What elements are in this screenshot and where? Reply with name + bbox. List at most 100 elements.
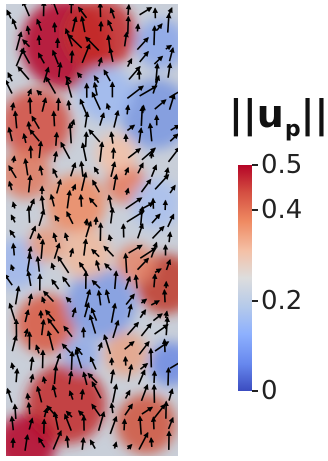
velocity-arrow: [17, 65, 30, 81]
velocity-arrow: [124, 275, 132, 290]
velocity-arrow: [71, 307, 77, 318]
velocity-arrow: [67, 122, 74, 144]
velocity-arrow: [109, 206, 115, 224]
velocity-arrow: [45, 76, 57, 94]
velocity-arrow: [27, 96, 33, 114]
velocity-arrow: [124, 187, 130, 195]
colorbar-tick-mark: [252, 390, 258, 392]
velocity-arrow: [112, 441, 118, 449]
velocity-arrow: [97, 56, 103, 67]
velocity-arrow: [29, 356, 35, 371]
velocity-arrow: [124, 403, 133, 416]
velocity-arrow: [78, 193, 84, 207]
velocity-arrow: [154, 99, 167, 110]
velocity-arrow: [96, 289, 103, 306]
velocity-arrow: [138, 431, 149, 450]
velocity-arrow: [110, 161, 117, 178]
velocity-arrow: [139, 105, 145, 126]
velocity-arrows: [6, 4, 178, 451]
velocity-arrow: [153, 55, 164, 65]
velocity-arrow: [26, 401, 32, 415]
velocity-arrow: [7, 71, 13, 82]
velocity-arrow: [136, 222, 144, 239]
velocity-arrow: [93, 75, 100, 84]
velocity-arrow: [7, 126, 13, 142]
velocity-arrow: [109, 415, 118, 435]
velocity-arrow: [41, 375, 48, 384]
velocity-arrow: [12, 110, 19, 129]
velocity-arrow: [136, 36, 149, 51]
velocity-arrow: [55, 178, 63, 194]
velocity-arrow: [76, 72, 83, 79]
velocity-arrow: [107, 234, 114, 242]
colorbar-tick-label: 0: [261, 376, 278, 406]
velocity-arrow: [9, 101, 16, 111]
velocity-arrow: [161, 288, 168, 303]
velocity-arrow: [88, 314, 97, 334]
velocity-arrow: [7, 180, 14, 191]
velocity-arrow: [31, 115, 40, 130]
velocity-arrow: [71, 16, 78, 32]
velocity-arrow: [126, 210, 145, 223]
magnitude-patch: [6, 89, 71, 159]
velocity-arrow: [24, 309, 30, 323]
velocity-arrow: [107, 194, 113, 209]
velocity-arrow: [140, 298, 148, 305]
velocity-arrow: [112, 319, 120, 339]
velocity-arrow: [26, 120, 32, 130]
velocity-arrow: [140, 383, 149, 402]
velocity-arrow: [41, 296, 47, 304]
velocity-arrow: [150, 241, 158, 258]
velocity-arrow: [26, 88, 32, 97]
velocity-arrow: [91, 403, 101, 417]
velocity-arrow: [36, 34, 42, 46]
velocity-arrow: [152, 74, 161, 94]
velocity-arrow: [51, 384, 57, 398]
velocity-arrow: [52, 430, 62, 450]
velocity-arrow: [12, 403, 18, 419]
velocity-arrow: [113, 109, 120, 128]
velocity-arrow: [167, 416, 174, 430]
velocity-arrow: [29, 225, 37, 240]
velocity-arrow: [65, 410, 73, 418]
velocity-arrow: [66, 189, 72, 209]
velocity-arrow: [83, 301, 91, 318]
velocity-arrow: [165, 366, 172, 386]
magnitude-patch: [96, 134, 136, 174]
velocity-arrow: [127, 148, 142, 159]
velocity-arrow: [36, 89, 43, 96]
velocity-arrow: [137, 369, 146, 385]
velocity-arrow: [124, 104, 131, 115]
velocity-arrow: [90, 307, 98, 321]
velocity-arrow: [25, 25, 32, 35]
velocity-arrow: [128, 65, 141, 81]
velocity-arrow: [22, 39, 31, 48]
magnitude-patch: [16, 294, 76, 354]
velocity-arrow: [68, 390, 74, 400]
velocity-arrow: [79, 15, 86, 33]
velocity-arrow: [22, 4, 31, 17]
velocity-arrow: [80, 437, 86, 450]
velocity-arrow: [8, 302, 16, 321]
velocity-arrow: [139, 205, 145, 226]
magnitude-patch: [46, 174, 106, 234]
velocity-arrow: [125, 293, 135, 306]
velocity-arrow: [51, 4, 59, 15]
velocity-arrow: [50, 262, 56, 270]
velocity-arrow: [26, 253, 33, 272]
velocity-arrow: [110, 147, 117, 159]
velocity-arrow: [26, 270, 32, 287]
velocity-arrow: [10, 242, 17, 256]
velocity-arrow: [91, 248, 100, 258]
velocity-arrow: [98, 141, 105, 162]
velocity-arrow: [82, 238, 89, 256]
velocity-arrow: [109, 7, 116, 19]
velocity-arrow: [154, 324, 169, 335]
velocity-arrow: [165, 44, 173, 51]
velocity-arrow: [151, 25, 158, 46]
velocity-arrow: [36, 232, 43, 241]
velocity-arrow: [154, 173, 170, 190]
velocity-arrow: [66, 99, 72, 111]
velocity-arrow: [9, 229, 16, 239]
velocity-arrow: [35, 385, 43, 403]
